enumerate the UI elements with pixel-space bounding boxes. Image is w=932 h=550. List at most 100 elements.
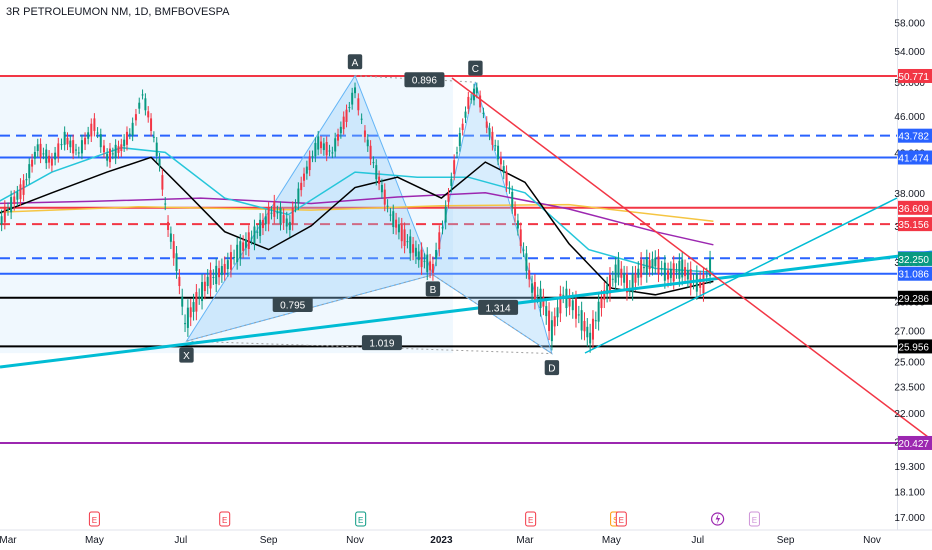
candle-body — [172, 241, 175, 259]
price-label: 43.782 — [898, 132, 929, 143]
candle-body — [294, 205, 297, 207]
y-tick-label: 22.000 — [894, 409, 925, 420]
candle-body — [303, 173, 306, 181]
candle-body — [494, 145, 497, 147]
candle-body — [87, 132, 90, 139]
candle-body — [7, 209, 9, 211]
earnings-marker-box — [748, 511, 760, 527]
ratio-label-box — [272, 297, 313, 313]
candle-body — [467, 96, 470, 109]
candle-body — [45, 149, 48, 164]
price-label-box — [898, 200, 932, 215]
candle-body — [72, 140, 75, 154]
earnings-marker: S — [613, 516, 618, 525]
y-tick-label: 19.300 — [894, 462, 925, 473]
candle-body — [550, 320, 553, 342]
candle-body — [111, 153, 114, 155]
candle-body — [60, 144, 63, 146]
candle-body — [242, 242, 245, 251]
y-tick-label: 58.000 — [894, 18, 925, 29]
candle-body — [699, 278, 702, 288]
candle-body — [138, 102, 141, 109]
candle-body — [380, 184, 383, 193]
candle-body — [453, 160, 456, 175]
price-label-box — [898, 435, 932, 450]
ma-black-line — [0, 156, 714, 296]
price-label-box — [898, 128, 932, 143]
candle-body — [320, 141, 323, 149]
ratio-label-box — [478, 299, 519, 315]
candle-body — [328, 150, 331, 152]
candle-body — [322, 143, 325, 151]
candle-body — [447, 194, 450, 202]
candle-body — [279, 207, 282, 224]
candle-body — [342, 116, 345, 130]
candle-body — [195, 292, 198, 312]
candle-body — [3, 206, 6, 223]
candle-body — [533, 282, 536, 302]
candle-body — [261, 220, 264, 229]
candle-body — [99, 134, 102, 148]
candle-body — [511, 191, 514, 208]
candle-body — [31, 159, 34, 167]
candle-body — [10, 197, 13, 213]
candle-body — [528, 270, 531, 280]
candle-body — [686, 270, 689, 280]
price-label-box — [898, 251, 932, 266]
candle-body — [600, 298, 603, 309]
candle-body — [568, 296, 571, 307]
candle-body — [420, 249, 423, 268]
candle-body — [25, 179, 28, 181]
pattern-point-x: X — [183, 351, 190, 362]
candle-body — [192, 302, 195, 312]
earnings-marker: E — [528, 516, 533, 525]
candle-body — [594, 320, 597, 322]
candle-body — [620, 268, 623, 278]
candle-body — [458, 132, 461, 147]
earnings-marker-box — [615, 511, 627, 527]
candle-body — [223, 263, 226, 273]
price-label-box — [898, 150, 932, 165]
ratio-label: 0.896 — [412, 76, 437, 87]
earnings-marker: E — [92, 516, 97, 525]
candle-body — [482, 112, 485, 114]
time-axis: Mar May Jul Sep Nov 2023 Mar May Jul Sep Nov — [0, 529, 932, 546]
candle-body — [464, 111, 467, 118]
rising-trendline — [584, 197, 898, 354]
candle-body — [66, 137, 69, 145]
candle-body — [209, 270, 212, 289]
candle-body — [63, 131, 66, 145]
candle-body — [505, 171, 508, 186]
candle-body — [378, 176, 381, 184]
x-tick-label: May — [602, 535, 621, 546]
candle-body — [247, 232, 250, 250]
price-label-box — [898, 339, 932, 354]
candle-body — [406, 241, 409, 243]
candle-body — [181, 296, 184, 307]
candle-body — [218, 268, 221, 278]
candle-body — [397, 224, 400, 233]
y-tick-label: 50.000 — [894, 78, 925, 89]
candle-body — [270, 212, 273, 214]
pattern-point-x-box — [179, 347, 194, 363]
candle-body — [559, 293, 562, 314]
candle-body — [169, 233, 172, 242]
candle-body — [395, 219, 398, 228]
candle-body — [337, 134, 340, 141]
price-axis: 58.00054.00050.00046.00042.00038.00035.0… — [894, 18, 932, 524]
earnings-marker-box — [355, 511, 367, 527]
candle-body — [545, 306, 548, 317]
trendlines — [0, 77, 932, 441]
candle-body — [369, 145, 372, 160]
x-tick-label: Sep — [260, 535, 278, 546]
pattern-labels: X A B C D 0.896 0.795 1.314 1.019 — [179, 54, 560, 376]
candle-body — [123, 139, 126, 147]
candle-body — [678, 260, 681, 279]
candle-body — [562, 294, 565, 296]
candle-body — [308, 156, 311, 171]
candle-body — [186, 307, 189, 328]
candle-body — [669, 269, 672, 279]
candle-body — [264, 216, 267, 225]
candle-body — [614, 264, 617, 283]
